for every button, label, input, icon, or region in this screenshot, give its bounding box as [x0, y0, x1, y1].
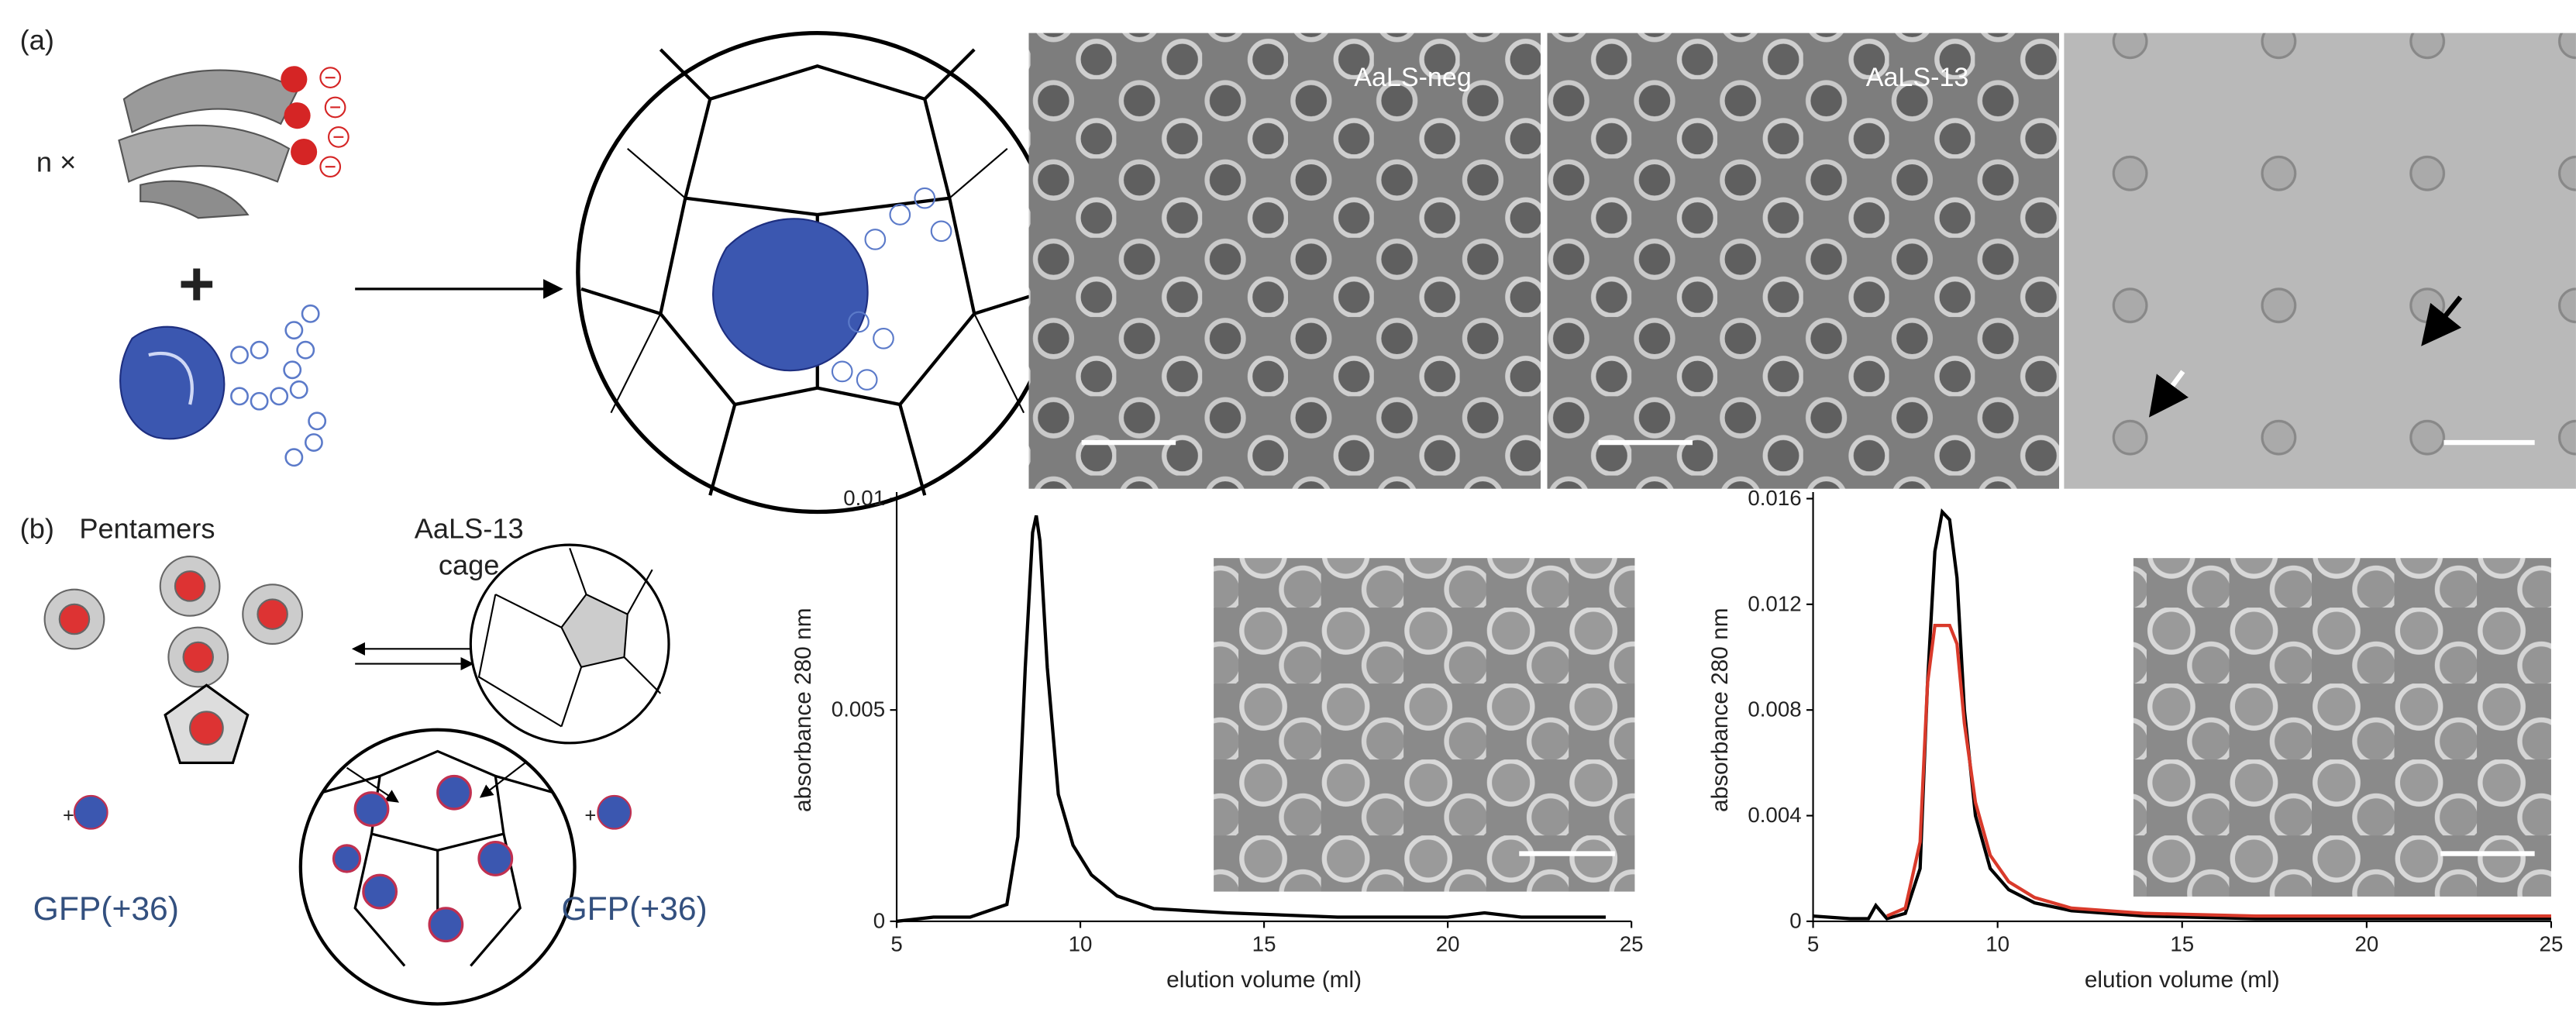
cryo-image	[2064, 33, 2576, 489]
panel-label: (b)	[20, 513, 54, 545]
pentamers-label: Pentamers	[79, 513, 215, 545]
residue	[284, 102, 311, 129]
ribbon	[118, 124, 291, 183]
gfp	[119, 304, 327, 467]
charges	[831, 187, 952, 391]
y-tick-label: 0.01	[843, 486, 885, 510]
plus-sign: +	[178, 250, 215, 319]
x-tick-label: 20	[2354, 931, 2378, 955]
residue	[281, 66, 308, 93]
ribbon	[122, 69, 298, 134]
cage-label: AaLS-13	[415, 513, 524, 545]
y-axis-label: absorbance 280 nm	[1707, 608, 1733, 812]
x-tick-label: 20	[1436, 931, 1460, 955]
tem-image	[1547, 33, 2060, 489]
x-axis-label: elution volume (ml)	[1166, 967, 1362, 993]
y-tick-label: 0	[873, 908, 885, 932]
x-tick-label: 25	[1620, 931, 1644, 955]
x-tick-label: 5	[890, 931, 902, 955]
small-cage	[469, 543, 670, 745]
multiplier: n ×	[36, 146, 76, 178]
arrow	[2421, 295, 2463, 346]
cage-label: cage	[439, 549, 500, 580]
x-tick-label: 10	[1985, 931, 2009, 955]
panel-label: (a)	[20, 24, 54, 56]
x-tick-label: 15	[1252, 931, 1276, 955]
data-line	[1886, 623, 2551, 918]
pentamers	[43, 555, 304, 764]
data-line	[896, 515, 1606, 924]
plus-sign: +	[584, 805, 596, 827]
arrow	[2149, 370, 2189, 418]
y-axis-label: absorbance 280 nm	[790, 608, 816, 812]
y-tick-label: 0.005	[832, 697, 885, 721]
loaded-cage	[298, 728, 577, 1006]
y-tick-label: 0.004	[1748, 803, 1801, 827]
y-tick-label: 0.016	[1748, 486, 1801, 510]
y-tick-label: 0	[1789, 908, 1801, 932]
ribbon	[119, 325, 226, 440]
tem-inset	[2133, 558, 2551, 897]
arrow	[346, 766, 399, 803]
x-tick-label: 5	[1807, 931, 1819, 955]
x-tick-label: 15	[2170, 931, 2194, 955]
ribbon	[139, 180, 250, 219]
plus-sign: +	[63, 805, 74, 827]
x-axis-label: elution volume (ml)	[2085, 967, 2280, 993]
gfp-inside	[712, 218, 869, 372]
tem-image	[1028, 33, 1541, 489]
cargo-label: GFP(+36)	[33, 890, 179, 928]
gfp-icon	[73, 794, 108, 830]
tem-label: AaLS-13	[1866, 63, 1969, 92]
x-tick-label: 10	[1069, 931, 1093, 955]
y-tick-label: 0.012	[1748, 591, 1801, 615]
residue	[291, 138, 318, 166]
charges	[319, 67, 350, 178]
tem-label: AaLS-neg	[1354, 63, 1472, 92]
data-line	[1813, 508, 2551, 921]
x-tick-label: 25	[2540, 931, 2564, 955]
gfp-icon	[597, 794, 632, 830]
ribbon	[148, 352, 194, 405]
cargo-label: GFP(+36)	[562, 890, 708, 928]
tem-inset	[1214, 558, 1635, 892]
charges	[230, 304, 327, 467]
y-tick-label: 0.008	[1748, 697, 1801, 721]
monomer	[118, 66, 350, 219]
cage-edges	[610, 147, 1025, 414]
